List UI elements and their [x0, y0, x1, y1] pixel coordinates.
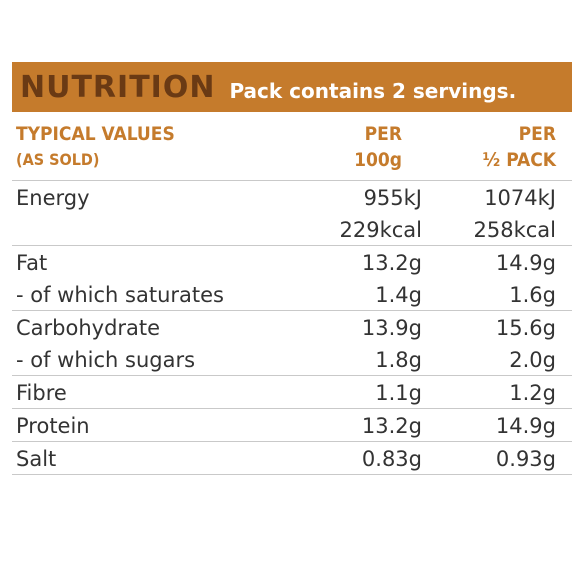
per-100g-value: 13.2g — [361, 414, 422, 438]
per-half-pack-value: 1.6g — [509, 283, 556, 307]
table-row: Protein 13.2g 14.9g — [12, 409, 572, 441]
nutrient-label: Fat — [16, 251, 48, 275]
nutrient-label: Energy — [16, 186, 90, 210]
as-sold-header: (AS SOLD) — [16, 150, 100, 169]
nutrient-label: Fibre — [16, 381, 67, 405]
per-half-pack-value: 14.9g — [495, 414, 556, 438]
per-half-pack-value: 1074kJ — [484, 186, 556, 210]
table-row: - of which saturates 1.4g 1.6g — [12, 278, 572, 310]
per-half-pack-header-line1: PER — [518, 123, 556, 145]
per-half-pack-value: 0.93g — [495, 447, 556, 471]
nutrition-title: NUTRITION — [20, 69, 216, 105]
per-100g-value: 1.8g — [375, 348, 422, 372]
per-half-pack-value: 1.2g — [509, 381, 556, 405]
per-half-pack-value: 258kcal — [473, 218, 557, 242]
column-headers: TYPICAL VALUES (AS SOLD) PER 100g PER ½ … — [12, 112, 572, 181]
nutrient-group: Fat 13.2g 14.9g - of which saturates 1.4g 1.6… — [12, 246, 572, 311]
nutrient-group: Protein 13.2g 14.9g — [12, 409, 572, 442]
table-row: Energy 955kJ 1074kJ — [12, 181, 572, 213]
nutrient-label: Protein — [16, 414, 90, 438]
table-row: Fat 13.2g 14.9g — [12, 246, 572, 278]
nutrient-group: Carbohydrate 13.9g 15.6g - of which sugars 1… — [12, 311, 572, 376]
nutrition-panel: NUTRITION Pack contains 2 servings. TYPI… — [12, 62, 572, 475]
servings-note: Pack contains 2 servings. — [229, 79, 517, 103]
per-half-pack-value: 15.6g — [495, 316, 556, 340]
nutrient-label: Salt — [16, 447, 57, 471]
nutrient-group: Salt 0.83g 0.93g — [12, 442, 572, 475]
per-100g-value: 229kcal — [339, 218, 423, 242]
nutrient-label: - of which saturates — [16, 283, 224, 307]
typical-values-header: TYPICAL VALUES — [16, 123, 175, 145]
nutrient-label: Carbohydrate — [16, 316, 161, 340]
per-100g-value: 13.2g — [361, 251, 422, 275]
per-half-pack-header-line2: ½ PACK — [482, 149, 556, 171]
per-100g-value: 0.83g — [361, 447, 422, 471]
nutrition-header: NUTRITION Pack contains 2 servings. — [12, 62, 572, 112]
table-row: - of which sugars 1.8g 2.0g — [12, 343, 572, 375]
per-100g-header-line2: 100g — [354, 149, 402, 171]
nutrient-group: Fibre 1.1g 1.2g — [12, 376, 572, 409]
per-100g-value: 1.4g — [375, 283, 422, 307]
nutrient-label: - of which sugars — [16, 348, 196, 372]
table-row: Fibre 1.1g 1.2g — [12, 376, 572, 408]
table-row: 229kcal 258kcal — [12, 213, 572, 245]
nutrient-group: Energy 955kJ 1074kJ 229kcal 258kcal — [12, 181, 572, 246]
per-100g-header-line1: PER — [364, 123, 402, 145]
per-half-pack-value: 2.0g — [509, 348, 556, 372]
table-row: Carbohydrate 13.9g 15.6g — [12, 311, 572, 343]
per-100g-value: 13.9g — [361, 316, 422, 340]
per-100g-value: 955kJ — [363, 186, 422, 210]
nutrition-rows: Energy 955kJ 1074kJ 229kcal 258kcal Fat 13.2g 1… — [12, 181, 572, 475]
per-half-pack-value: 14.9g — [495, 251, 556, 275]
per-100g-value: 1.1g — [375, 381, 422, 405]
table-row: Salt 0.83g 0.93g — [12, 442, 572, 474]
